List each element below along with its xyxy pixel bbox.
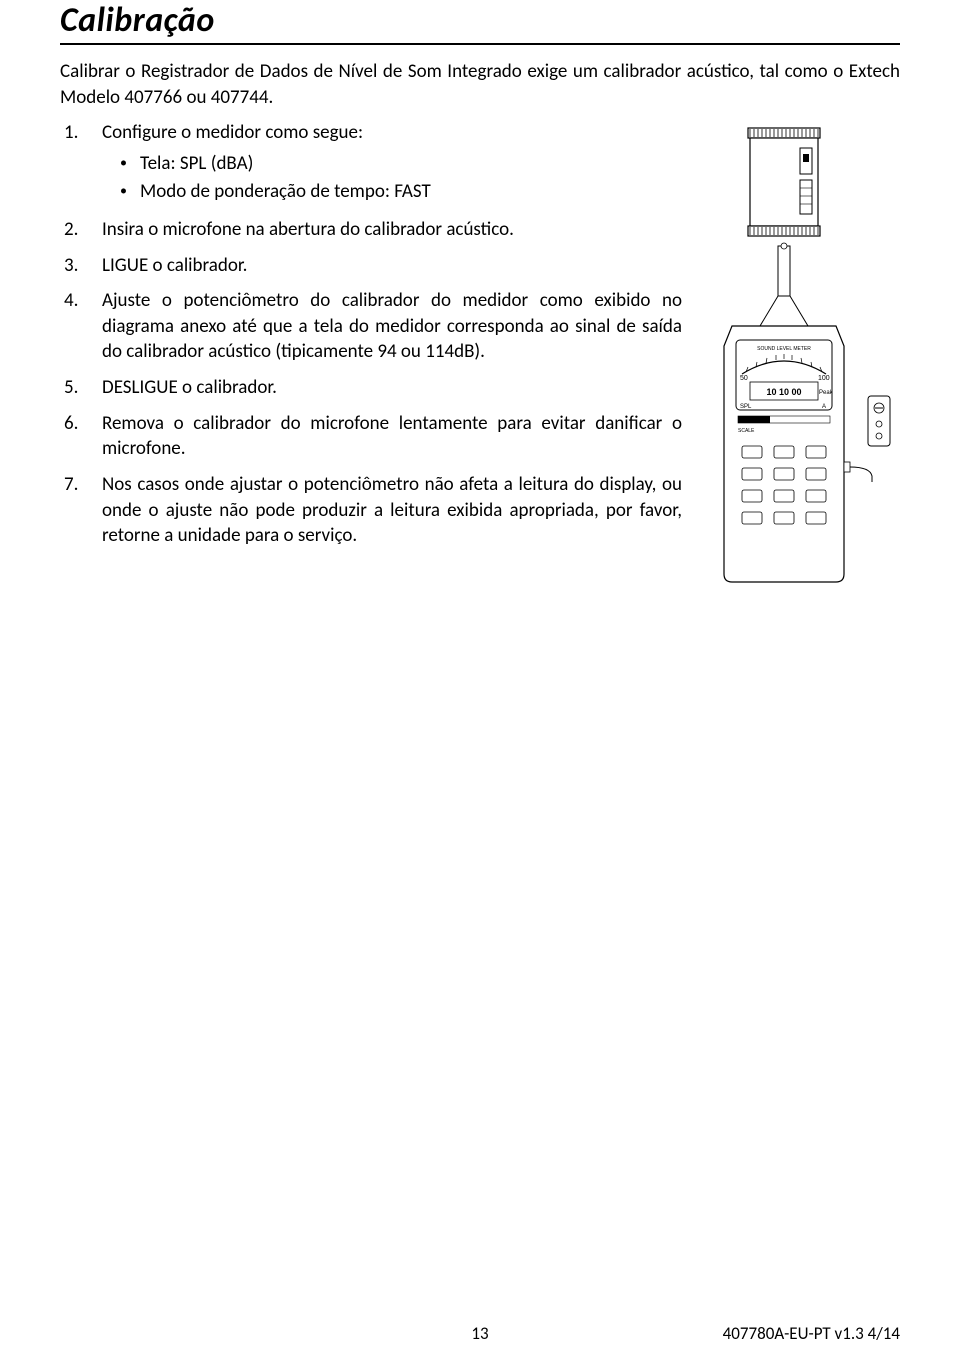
step-4: Ajuste o potenciômetro do calibrador do … [60,288,682,365]
footer-page-number: 13 [471,1323,488,1344]
calibration-diagram: SOUND LEVEL METER 50 100 10 10 00 [700,126,900,586]
page-footer: 13 407780A-EU-PT v1.3 4/14 [60,1323,900,1344]
sound-meter-icon: SOUND LEVEL METER 50 100 10 10 00 [724,326,872,582]
lcd-reading: 10 10 00 [766,387,801,397]
spl-label: SPL [740,404,752,410]
step-1: Configure o medidor como segue: Tela: SP… [60,120,682,207]
step-1-sub-2: Modo de ponderação de tempo: FAST [120,178,682,207]
microphone-stem-icon [760,243,808,326]
intro-paragraph: Calibrar o Registrador de Dados de Nível… [60,59,900,110]
step-1-sublist: Tela: SPL (dBA) Modo de ponderação de te… [120,150,682,207]
lcd-peak: Peak [819,390,834,396]
step-7: Nos casos onde ajustar o potenciômetro n… [60,472,682,549]
step-5: DESLIGUE o calibrador. [60,375,682,401]
meter-title-label: SOUND LEVEL METER [757,346,811,352]
scale-left-label: 50 [740,375,748,382]
steps-list: Configure o medidor como segue: Tela: SP… [60,120,682,549]
diagram-column: SOUND LEVEL METER 50 100 10 10 00 [700,120,900,591]
scale-right-label: 100 [818,375,830,382]
adjust-tool-icon [868,396,890,446]
steps-column: Configure o medidor como segue: Tela: SP… [60,120,682,559]
step-3: LIGUE o calibrador. [60,253,682,279]
page: Calibração Calibrar o Registrador de Dad… [0,0,960,1370]
calibrator-icon [748,128,820,236]
step-1-sub-1: Tela: SPL (dBA) [120,150,682,179]
content-row: Configure o medidor como segue: Tela: SP… [60,120,900,591]
step-2: Insira o microfone na abertura do calibr… [60,217,682,243]
a-label: A [822,404,826,410]
scale-bottom-label: SCALE [738,428,755,434]
footer-doc-ref: 407780A-EU-PT v1.3 4/14 [723,1323,900,1344]
step-6: Remova o calibrador do microfone lentame… [60,411,682,462]
page-title: Calibração [60,0,900,45]
step-1-text: Configure o medidor como segue: [102,121,363,144]
